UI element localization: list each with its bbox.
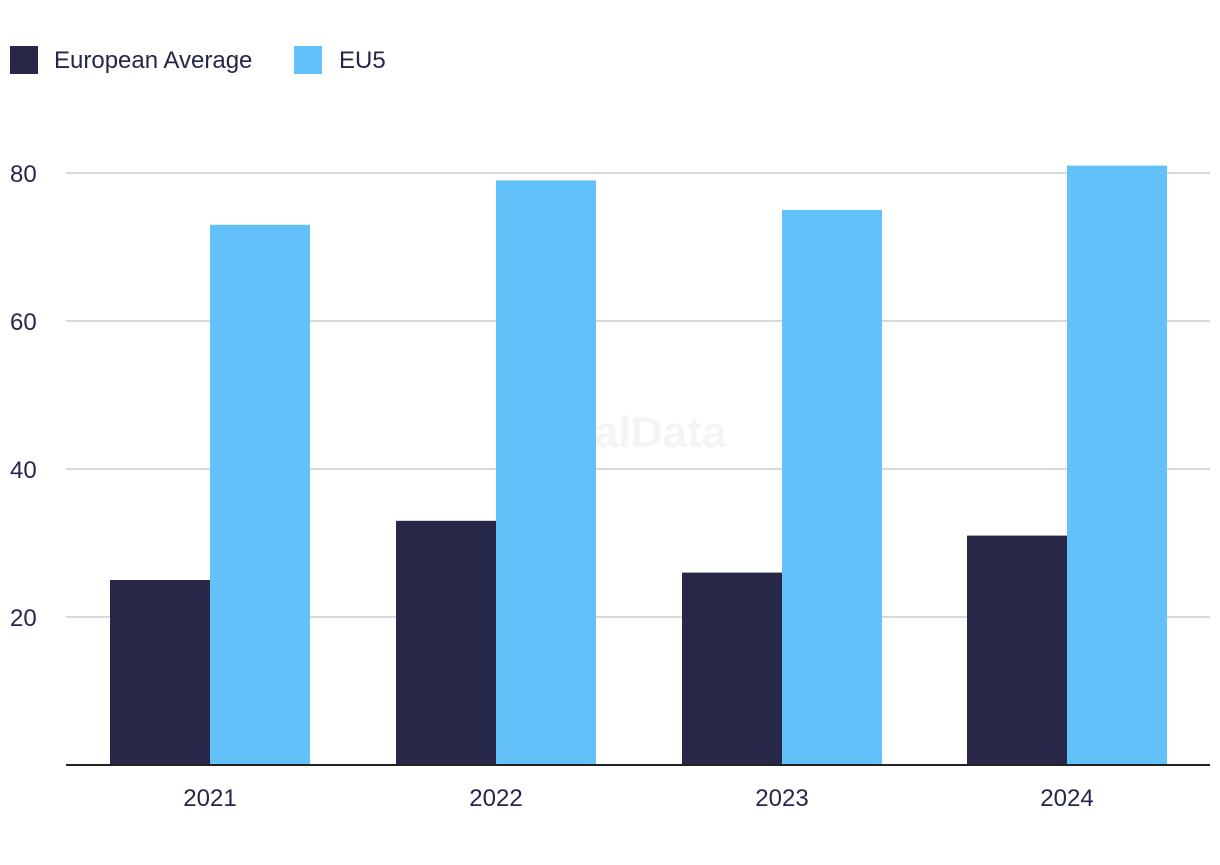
legend-label-eu5: EU5 [339,47,386,74]
bar-eu5-2024 [1067,165,1167,766]
x-tick-label-2023: 2023 [755,785,808,812]
x-tick-label-2024: 2024 [1040,785,1093,812]
bar-eu5-2021 [210,224,310,766]
x-tick-label-2022: 2022 [469,785,522,812]
y-axis-ticks: 20 40 60 80 [10,161,37,632]
bar-eu5-2023 [782,210,882,765]
bar-european-average-2024 [967,535,1067,765]
legend-swatch-eu5 [294,46,322,74]
legend: European Average EU5 [10,46,386,74]
legend-swatch-european-average [10,46,38,74]
bar-eu5-2022 [496,180,596,765]
y-tick-label: 80 [10,161,37,188]
bars [110,165,1167,766]
bar-european-average-2021 [110,580,210,765]
bar-european-average-2022 [396,520,496,765]
x-axis-ticks: 2021 2022 2023 2024 [183,785,1093,812]
y-tick-label: 60 [10,309,37,336]
legend-label-european-average: European Average [54,47,252,74]
y-tick-label: 40 [10,457,37,484]
y-tick-label: 20 [10,605,37,632]
bar-european-average-2023 [682,572,782,765]
x-tick-label-2021: 2021 [183,785,236,812]
